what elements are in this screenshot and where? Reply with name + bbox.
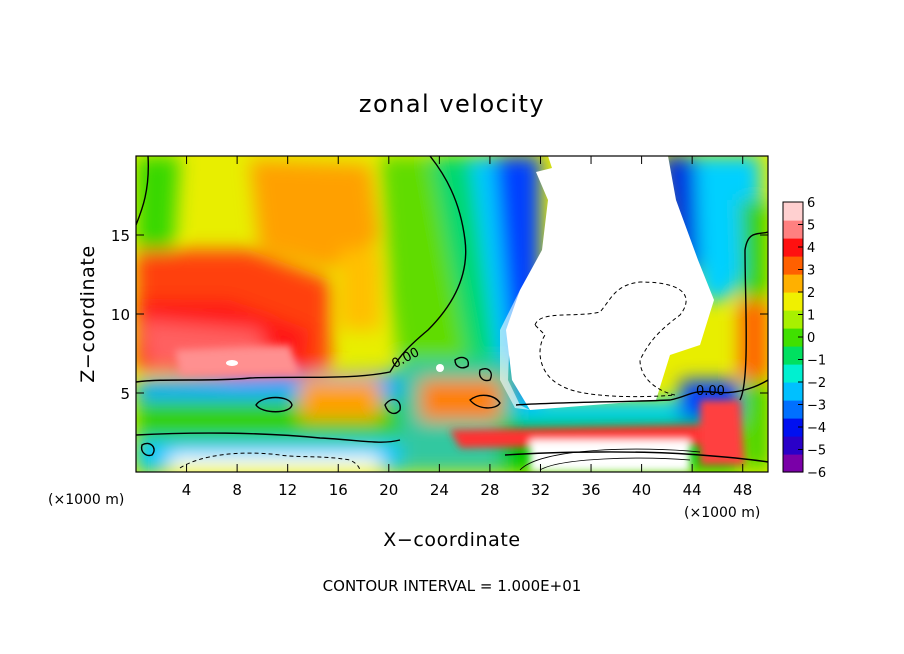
colorbar-tick-label: 0 <box>807 331 815 346</box>
colorbar-swatch <box>783 454 803 473</box>
y-axis-title: Z−coordinate <box>77 245 99 382</box>
x-tick-label: 44 <box>683 481 702 499</box>
x-axis: 4 8 12 16 20 24 28 32 36 40 44 48 <box>182 156 752 499</box>
colorbar-swatch <box>783 220 803 239</box>
y-tick-label: 5 <box>120 385 130 403</box>
x-axis-title: X−coordinate <box>383 529 520 551</box>
colorbar-tick-label: −6 <box>807 466 826 481</box>
contour-interval-note: CONTOUR INTERVAL = 1.000E+01 <box>323 577 582 595</box>
contour-lines-dashed <box>179 281 687 472</box>
contour-label: 0.00 <box>696 384 725 399</box>
x-tick-label: 20 <box>379 481 398 499</box>
x-tick-label: 8 <box>232 481 242 499</box>
chart-title: zonal velocity <box>359 90 545 118</box>
colorbar-swatch <box>783 310 803 329</box>
colorbar-tick-label: 1 <box>807 309 815 324</box>
colorbar-tick-label: −5 <box>807 444 826 459</box>
x-tick-label: 24 <box>430 481 449 499</box>
colorbar-tick-label: 2 <box>807 286 815 301</box>
colorbar-swatch <box>783 364 803 383</box>
colorbar: 6 5 4 3 2 1 0 −1 −2 −3 −4 −5 −6 <box>782 196 826 481</box>
colorbar-tick-label: −1 <box>807 354 826 369</box>
colorbar-tick-label: −2 <box>807 376 826 391</box>
contour-lines-thin <box>519 448 701 471</box>
x-tick-label: 12 <box>278 481 297 499</box>
colorbar-tick-label: 3 <box>807 264 815 279</box>
colorbar-swatch <box>783 418 803 437</box>
x-tick-label: 32 <box>531 481 550 499</box>
x-tick-label: 16 <box>329 481 348 499</box>
colorbar-swatch <box>783 346 803 365</box>
x-tick-label: 4 <box>182 481 192 499</box>
heatmap-field <box>136 156 768 472</box>
colorbar-swatch <box>783 202 803 221</box>
x-unit-right: (×1000 m) <box>684 505 760 521</box>
colorbar-swatch <box>783 328 803 347</box>
x-tick-label: 36 <box>581 481 600 499</box>
colorbar-swatch <box>783 292 803 311</box>
colorbar-tick-label: −3 <box>807 399 826 414</box>
x-tick-label: 28 <box>480 481 499 499</box>
x-tick-label: 48 <box>733 481 752 499</box>
x-tick-label: 40 <box>632 481 651 499</box>
colorbar-tick-label: 5 <box>807 219 815 234</box>
x-unit-left: (×1000 m) <box>48 492 124 508</box>
colorbar-swatch <box>783 400 803 419</box>
y-tick-label: 10 <box>111 306 130 324</box>
colorbar-swatch <box>783 238 803 257</box>
colorbar-swatch <box>783 436 803 455</box>
colorbar-swatch <box>783 256 803 275</box>
colorbar-swatch <box>783 382 803 401</box>
contour-lines <box>136 156 768 463</box>
y-axis: 5 10 15 <box>111 227 768 403</box>
colorbar-tick-label: −4 <box>807 421 826 436</box>
y-tick-label: 15 <box>111 227 130 245</box>
colorbar-tick-label: 4 <box>807 241 815 256</box>
colorbar-tick-label: 6 <box>807 196 815 211</box>
colorbar-swatch <box>783 274 803 293</box>
